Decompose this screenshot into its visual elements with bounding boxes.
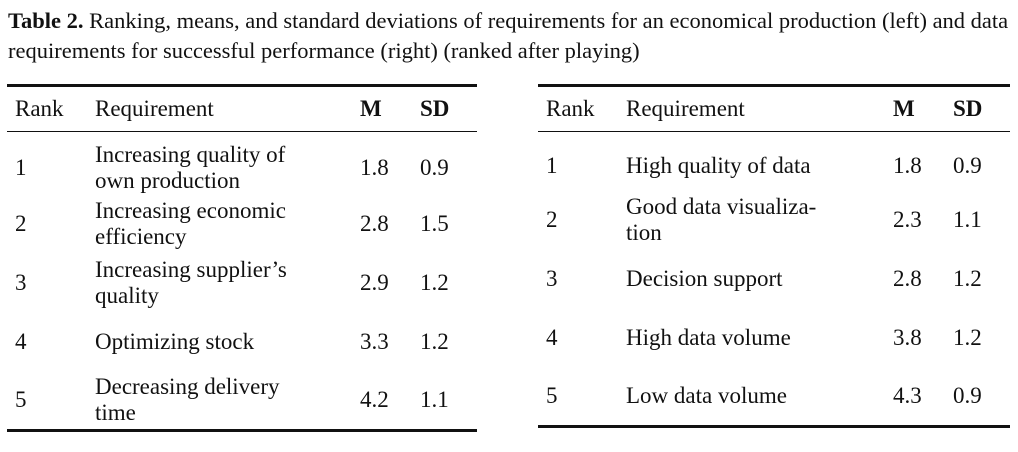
mean-cell: 3.3 <box>360 328 389 354</box>
rank-cell: 3 <box>546 266 558 291</box>
mean-cell: 3.8 <box>893 325 922 350</box>
requirement-line: High quality of data <box>626 153 811 179</box>
rank-cell: 5 <box>538 367 618 428</box>
rank-header: Rank <box>7 84 87 132</box>
mean-cell: 1.8 <box>893 153 922 179</box>
mean-cell: 2.8 <box>360 210 389 236</box>
mean-cell: 2.8 <box>893 266 922 291</box>
rank-cell: 1 <box>15 155 27 180</box>
sd-cell: 1.2 <box>420 269 449 295</box>
sd-header: SD <box>945 84 1010 132</box>
requirement-line: Increasing economic <box>95 197 286 223</box>
table-row: 5 Low data volume 4.3 0.9 <box>538 367 1010 428</box>
requirement-line: High data volume <box>626 325 791 350</box>
requirement-line: Low data volume <box>626 383 787 409</box>
requirement-cell: High data volume <box>618 309 885 368</box>
rank-cell: 2 <box>15 210 27 236</box>
requirement-cell: Optimizing stock <box>87 312 352 371</box>
table-row: 1 High quality of data 1.8 0.9 <box>538 132 1010 191</box>
caption-label: Table 2. <box>8 8 84 33</box>
table-caption: Table 2. Ranking, means, and standard de… <box>8 6 1014 66</box>
right-header-row: Rank Requirement M SD <box>538 84 1010 132</box>
requirement-header: Requirement <box>618 84 885 132</box>
sd-cell: 0.9 <box>945 367 1010 428</box>
rank-cell: 2 <box>546 207 558 232</box>
requirement-line: Increasing quality of <box>95 142 286 167</box>
requirement-line: efficiency <box>95 223 187 249</box>
left-table-body: 1 Increasing quality of own production 1.8 0… <box>7 132 477 432</box>
table-row: 2 Good data visualiza-tion 2.3 1.1 <box>538 191 1010 250</box>
sd-cell: 0.9 <box>953 153 982 179</box>
left-table: Rank Requirement M SD 1 Increasing qualit… <box>7 84 477 432</box>
mean-cell: 1.8 <box>360 155 389 180</box>
requirement-header: Requirement <box>87 84 352 132</box>
requirement-cell: Increasing economic efficiency <box>87 194 352 253</box>
table-row: 5 Decreasing delivery time 4.2 1.1 <box>7 371 477 432</box>
requirement-line: time <box>95 399 136 425</box>
requirement-line: Decreasing delivery <box>95 373 280 399</box>
requirement-line: Increasing supplier’s <box>95 256 287 282</box>
requirement-line: quality <box>95 282 159 308</box>
table-row: 3 Increasing supplier’s quality 2.9 1.2 <box>7 253 477 312</box>
rank-cell: 3 <box>15 269 27 295</box>
mean-header: M <box>352 84 412 132</box>
right-table-body: 1 High quality of data 1.8 0.9 2 Good data vi… <box>538 132 1010 428</box>
requirement-line: own production <box>95 168 241 193</box>
table-row: 1 Increasing quality of own production 1.8 0… <box>7 132 477 195</box>
table-row: 4 Optimizing stock 3.3 1.2 <box>7 312 477 371</box>
right-table: Rank Requirement M SD 1 High quality of d… <box>538 84 1010 428</box>
mean-cell: 4.2 <box>352 371 412 432</box>
table-row: 4 High data volume 3.8 1.2 <box>538 309 1010 368</box>
requirement-cell: Low data volume <box>618 367 885 428</box>
rank-header: Rank <box>538 84 618 132</box>
table-row: 3 Decision support 2.8 1.2 <box>538 250 1010 309</box>
requirement-cell: Good data visualiza-tion <box>618 191 885 250</box>
sd-cell: 1.2 <box>953 266 982 291</box>
requirement-cell: Decreasing delivery time <box>87 371 352 432</box>
requirement-cell: Decision support <box>618 250 885 309</box>
sd-cell: 1.2 <box>953 325 982 350</box>
requirement-line: tion <box>626 220 662 245</box>
left-header-row: Rank Requirement M SD <box>7 84 477 132</box>
rank-cell: 4 <box>15 328 27 354</box>
mean-cell: 2.3 <box>893 207 922 232</box>
table-row: 2 Increasing economic efficiency 2.8 1.5 <box>7 194 477 253</box>
rank-cell: 5 <box>7 371 87 432</box>
sd-cell: 0.9 <box>420 155 449 180</box>
requirement-line: Decision support <box>626 266 783 291</box>
sd-cell: 1.1 <box>953 207 982 232</box>
sd-cell: 1.1 <box>412 371 477 432</box>
mean-header: M <box>885 84 945 132</box>
rank-cell: 1 <box>546 153 558 179</box>
requirement-line: Optimizing stock <box>95 328 255 354</box>
caption-text: Ranking, means, and standard deviations … <box>8 8 1009 63</box>
requirement-line: Good data visualiza- <box>626 194 817 219</box>
sd-cell: 1.2 <box>420 328 449 354</box>
requirement-cell: Increasing supplier’s quality <box>87 253 352 312</box>
requirement-cell: High quality of data <box>618 132 885 191</box>
requirement-cell: Increasing quality of own production <box>87 132 352 195</box>
mean-cell: 2.9 <box>360 269 389 295</box>
sd-header: SD <box>412 84 477 132</box>
sd-cell: 1.5 <box>420 210 449 236</box>
mean-cell: 4.3 <box>885 367 945 428</box>
rank-cell: 4 <box>546 325 558 350</box>
